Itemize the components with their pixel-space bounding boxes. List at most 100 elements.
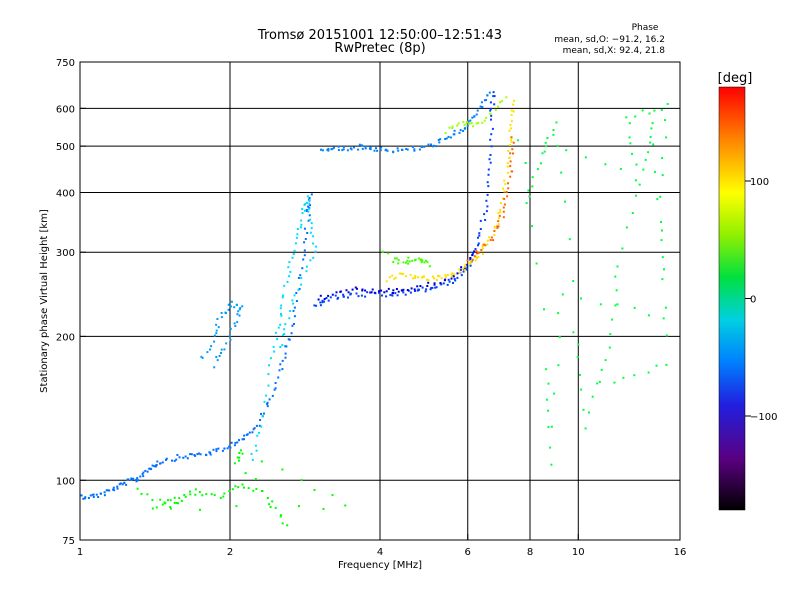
- data-point: [564, 200, 566, 203]
- data-point: [167, 499, 169, 502]
- data-point: [137, 479, 140, 482]
- data-point: [560, 171, 563, 174]
- data-point: [614, 304, 617, 307]
- data-point: [473, 255, 476, 258]
- x-tick-label: 16: [674, 547, 687, 558]
- data-point: [604, 359, 607, 362]
- data-point: [300, 479, 303, 481]
- plot-area: 1 2 4 6 8 10 16 75 100 200 300 400 500 600 750: [56, 58, 686, 558]
- data-point: [400, 289, 403, 292]
- data-point: [498, 217, 500, 220]
- data-point: [437, 274, 439, 277]
- data-point: [488, 236, 491, 239]
- data-point: [421, 276, 423, 279]
- data-point: [288, 261, 291, 264]
- data-point: [287, 338, 290, 341]
- data-point: [611, 318, 614, 321]
- data-point: [463, 123, 466, 126]
- data-point: [282, 334, 285, 336]
- data-point: [240, 449, 242, 452]
- data-point: [417, 276, 419, 279]
- data-point: [92, 496, 95, 498]
- data-point: [510, 140, 513, 143]
- data-point: [490, 145, 493, 148]
- data-point: [299, 274, 302, 277]
- data-point: [549, 446, 552, 449]
- data-point: [364, 295, 367, 298]
- data-point: [254, 444, 257, 447]
- data-point: [304, 238, 307, 240]
- data-point: [635, 194, 637, 197]
- chart-subtitle: RwPretec (8p): [334, 41, 425, 56]
- data-point: [183, 494, 186, 496]
- data-point: [421, 286, 424, 289]
- data-point: [313, 304, 316, 307]
- data-point: [280, 314, 283, 317]
- data-point: [252, 489, 255, 492]
- data-point: [448, 280, 451, 283]
- x-tick-label: 6: [465, 547, 471, 558]
- data-point: [388, 276, 391, 279]
- data-point: [432, 275, 434, 278]
- data-point: [189, 453, 192, 456]
- data-point: [303, 209, 306, 212]
- data-point: [210, 345, 213, 348]
- data-point: [314, 250, 317, 253]
- data-point: [301, 208, 304, 211]
- data-point: [389, 294, 392, 296]
- data-point: [655, 364, 658, 367]
- data-point: [490, 107, 492, 110]
- data-point: [434, 145, 437, 148]
- data-point: [290, 332, 293, 335]
- data-point: [361, 289, 364, 292]
- data-point: [510, 136, 513, 139]
- data-point: [241, 452, 244, 455]
- data-point: [598, 380, 601, 383]
- data-point: [661, 256, 664, 259]
- data-point: [435, 279, 438, 281]
- data-point: [312, 256, 315, 259]
- data-point: [444, 278, 447, 281]
- data-point: [320, 148, 322, 151]
- data-point: [215, 323, 218, 326]
- data-point: [402, 288, 405, 291]
- data-point: [439, 138, 442, 141]
- data-point: [651, 122, 654, 125]
- data-point: [300, 226, 302, 229]
- data-point: [319, 294, 322, 297]
- data-point: [95, 493, 98, 496]
- x-axis-ticks: 1 2 4 6 8 10 16: [77, 534, 687, 558]
- data-point: [205, 493, 208, 496]
- data-point: [396, 294, 399, 297]
- data-point: [416, 285, 419, 288]
- data-point: [496, 226, 499, 229]
- data-point: [184, 455, 187, 458]
- data-point: [139, 475, 142, 478]
- data-point: [473, 115, 476, 118]
- data-point: [483, 119, 486, 122]
- data-point: [591, 395, 594, 398]
- data-point: [151, 507, 154, 510]
- data-point: [155, 464, 157, 467]
- data-point: [400, 272, 403, 275]
- data-point: [527, 189, 530, 192]
- data-point: [380, 146, 383, 149]
- data-point: [291, 256, 294, 259]
- data-point: [322, 507, 325, 510]
- data-point: [413, 149, 416, 152]
- phase-x-stats: mean, sd,X: 92.4, 21.8: [563, 46, 666, 56]
- data-point: [437, 139, 440, 141]
- data-point: [334, 294, 337, 297]
- data-point: [293, 323, 295, 325]
- data-point: [256, 434, 259, 437]
- data-point: [614, 275, 617, 278]
- data-point: [333, 146, 335, 149]
- data-point: [184, 495, 187, 498]
- data-point: [364, 289, 367, 292]
- data-point: [454, 279, 457, 282]
- data-point: [456, 276, 459, 279]
- data-point: [424, 290, 427, 293]
- data-point: [132, 477, 135, 480]
- data-point: [92, 493, 95, 496]
- data-point: [457, 122, 460, 125]
